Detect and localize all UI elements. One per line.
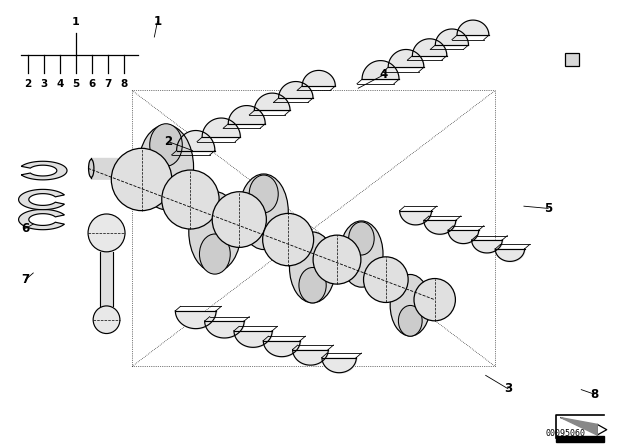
Text: 7: 7 (104, 79, 111, 89)
Ellipse shape (262, 213, 314, 266)
Text: 5: 5 (72, 79, 79, 89)
Ellipse shape (249, 175, 278, 213)
Text: 3: 3 (40, 79, 48, 89)
Text: 8: 8 (120, 79, 127, 89)
Ellipse shape (239, 174, 288, 250)
Ellipse shape (116, 158, 134, 178)
Ellipse shape (390, 275, 430, 336)
Ellipse shape (398, 306, 422, 336)
Text: 8: 8 (590, 388, 598, 401)
Ellipse shape (88, 214, 125, 252)
Polygon shape (100, 252, 113, 306)
Ellipse shape (93, 306, 120, 333)
Ellipse shape (313, 235, 361, 284)
Ellipse shape (189, 192, 241, 272)
Polygon shape (19, 209, 65, 230)
Text: 7: 7 (22, 273, 29, 286)
Ellipse shape (200, 234, 230, 274)
Ellipse shape (299, 267, 326, 303)
Text: 00095060: 00095060 (545, 429, 586, 438)
Text: 2: 2 (164, 135, 172, 148)
Ellipse shape (162, 170, 219, 229)
Text: 3: 3 (504, 382, 512, 395)
Text: 4: 4 (56, 79, 64, 89)
Bar (564, 52, 579, 66)
Ellipse shape (138, 125, 193, 210)
Ellipse shape (88, 159, 94, 177)
Text: 6: 6 (88, 79, 95, 89)
Ellipse shape (349, 222, 374, 255)
Ellipse shape (364, 257, 408, 302)
Ellipse shape (340, 221, 383, 287)
Text: 1: 1 (154, 15, 161, 28)
Polygon shape (21, 161, 67, 180)
Ellipse shape (111, 148, 172, 211)
Ellipse shape (414, 279, 456, 321)
Ellipse shape (150, 124, 182, 166)
Bar (556, 436, 604, 442)
Text: 6: 6 (22, 222, 29, 235)
Text: 4: 4 (380, 69, 388, 82)
Polygon shape (19, 190, 65, 210)
Text: 2: 2 (24, 79, 32, 89)
Text: 1: 1 (72, 17, 80, 27)
Text: 5: 5 (544, 202, 552, 215)
Ellipse shape (212, 192, 266, 247)
Polygon shape (561, 418, 597, 435)
Ellipse shape (289, 232, 335, 303)
